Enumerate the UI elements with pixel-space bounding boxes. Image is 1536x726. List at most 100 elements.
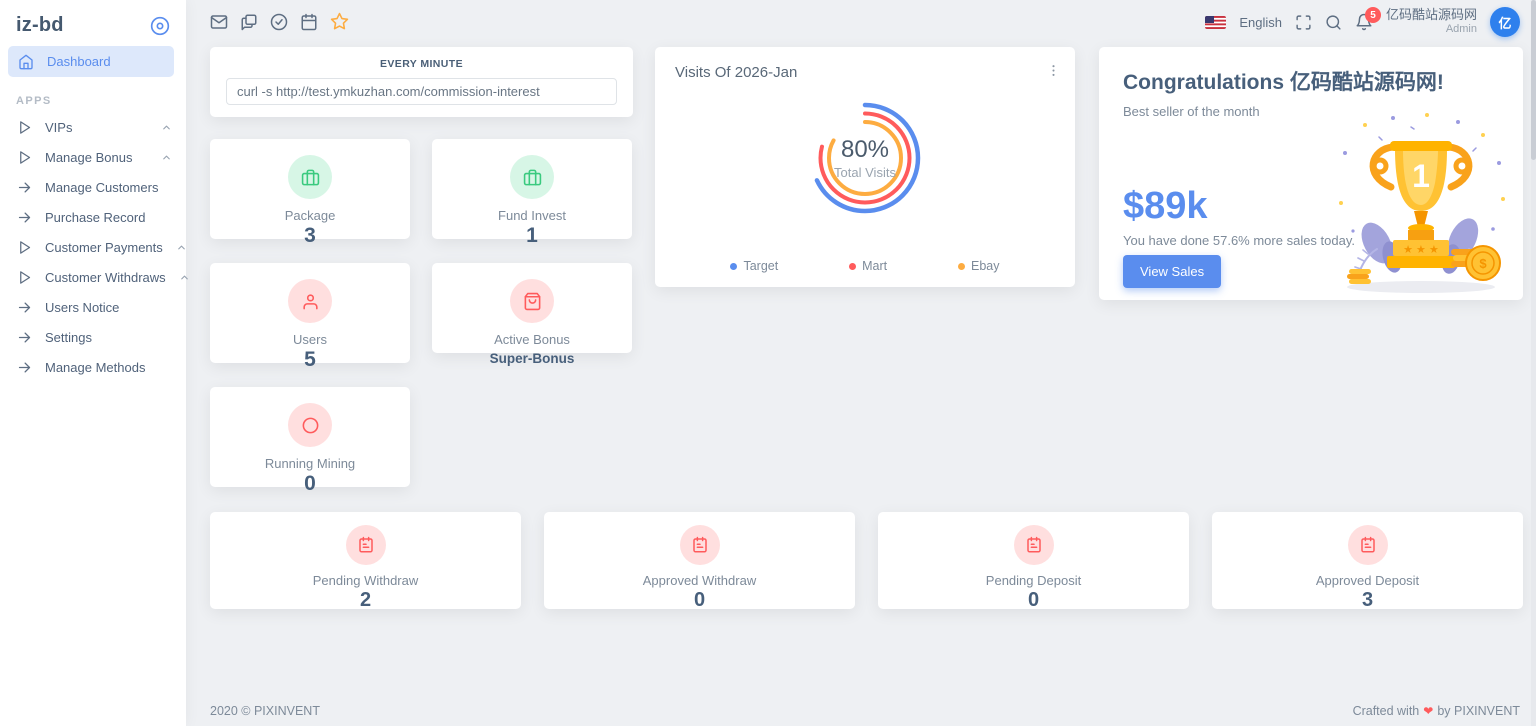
user-name: 亿码酷站源码网 [1385, 7, 1477, 22]
sidebar-item-label: Manage Bonus [45, 149, 133, 165]
topbar-actions: English 5 亿码酷站源码网 Admin 亿 [1205, 6, 1520, 38]
coins: $ [1347, 245, 1501, 284]
stat-value: 3 [304, 224, 316, 247]
play-icon [17, 150, 32, 165]
sidebar-item-dashboard[interactable]: Dashboard [8, 46, 174, 77]
sidebar-item-label: Manage Methods [45, 359, 146, 375]
play-icon [17, 270, 32, 285]
sidebar-item-settings[interactable]: Settings [0, 322, 186, 352]
radial-chart [809, 102, 921, 214]
sidebar-item-label: Customer Payments [45, 239, 163, 255]
bell-icon [1355, 13, 1373, 31]
stat-card-fund-invest: Fund Invest 1 [432, 139, 632, 247]
stat-label: Running Mining [264, 456, 356, 471]
topbar-shortcuts [210, 12, 349, 31]
calendar-icon[interactable] [300, 13, 318, 31]
stat-card-active-bonus: Active Bonus Super-Bonus [432, 263, 632, 366]
legend-label: Mart [862, 259, 888, 273]
sidebar-item-manage-customers[interactable]: Manage Customers [0, 172, 186, 202]
sales-amount: $89k [1123, 185, 1208, 227]
footer-credit: Crafted with ❤ by PIXINVENT [1353, 704, 1520, 718]
cron-command-input[interactable] [226, 78, 617, 105]
user-menu[interactable]: 亿码酷站源码网 Admin [1386, 7, 1477, 37]
svg-text:★ ★ ★: ★ ★ ★ [1403, 244, 1439, 256]
cron-card: EVERY MINUTE [210, 47, 633, 117]
sidebar-item-label: Settings [45, 329, 92, 345]
legend-label: Ebay [971, 259, 1000, 273]
notifications-bell[interactable]: 5 [1355, 7, 1381, 31]
kebab-menu-icon[interactable] [1046, 63, 1061, 78]
home-icon [18, 54, 34, 70]
radial-chart-wrap: 80% Total Visits [780, 73, 950, 243]
scrollbar-thumb[interactable] [1531, 0, 1536, 160]
stat-card-package: Package 3 [210, 139, 410, 247]
fullscreen-icon[interactable] [1295, 14, 1312, 31]
stat-label: Approved Deposit [1315, 573, 1420, 588]
footer-credit-suffix: by PIXINVENT [1437, 704, 1520, 718]
clipboard-icon [679, 525, 720, 565]
sidebar-item-manage-bonus[interactable]: Manage Bonus [0, 142, 186, 172]
legend-label: Target [743, 259, 779, 273]
sidebar-item-label: Users Notice [45, 299, 120, 315]
sidebar-item-customer-payments[interactable]: Customer Payments [0, 232, 186, 262]
shopping-bag-icon [510, 279, 554, 323]
sidebar-toggle-disc-icon[interactable] [150, 16, 170, 36]
sidebar-item-label: Purchase Record [45, 209, 146, 225]
stat-value: 0 [304, 472, 316, 495]
sidebar-item-purchase-record[interactable]: Purchase Record [0, 202, 186, 232]
chevron-up-icon [179, 272, 190, 283]
sidebar-menu: VIPs Manage Bonus Manage Customers Purch… [0, 112, 188, 382]
play-icon [17, 240, 32, 255]
scrollbar-track [1531, 0, 1536, 726]
language-selector[interactable]: English [1239, 14, 1282, 30]
stat-value: Super-Bonus [489, 351, 575, 366]
stat-value: 5 [304, 348, 316, 371]
sidebar-item-label: Customer Withdraws [45, 269, 166, 285]
stat-label: Package [284, 208, 336, 223]
legend-dot [849, 262, 857, 270]
visits-card-title: Visits Of 2026-Jan [675, 64, 798, 81]
heart-icon: ❤ [1423, 704, 1434, 718]
chat-icon[interactable] [240, 13, 258, 31]
search-icon[interactable] [1325, 14, 1342, 31]
legend-item-mart[interactable]: Mart [849, 259, 887, 273]
legend-item-ebay[interactable]: Ebay [958, 259, 1000, 273]
sidebar-item-users-notice[interactable]: Users Notice [0, 292, 186, 322]
check-circle-icon[interactable] [270, 13, 288, 31]
sales-note: You have done 57.6% more sales today. [1123, 233, 1355, 248]
stat-value: 0 [693, 589, 706, 611]
stat-label: Pending Withdraw [312, 573, 419, 588]
stat-label: Fund Invest [498, 208, 566, 223]
visits-card: Visits Of 2026-Jan 80% Total Visits Targ… [655, 47, 1075, 287]
sidebar-item-vips[interactable]: VIPs [0, 112, 186, 142]
stat-card-approved-deposit: Approved Deposit 3 [1212, 512, 1523, 611]
briefcase-icon [510, 155, 554, 199]
stat-card-users: Users 5 [210, 263, 410, 371]
congrats-subtitle: Best seller of the month [1123, 104, 1260, 119]
arrow-right-icon [17, 180, 32, 195]
sidebar-item-manage-methods[interactable]: Manage Methods [0, 352, 186, 382]
footer-credit-prefix: Crafted with [1352, 704, 1420, 718]
play-icon [17, 120, 32, 135]
view-sales-button[interactable]: View Sales [1123, 255, 1222, 288]
clipboard-icon [1013, 525, 1054, 565]
star-bookmark-icon[interactable] [330, 12, 349, 31]
congratulations-card: Congratulations 亿码酷站源码网! Best seller of … [1099, 47, 1523, 300]
chevron-up-icon [176, 242, 187, 253]
arrow-right-icon [17, 210, 32, 225]
legend-item-target[interactable]: Target [730, 259, 778, 273]
stat-card-approved-withdraw: Approved Withdraw 0 [544, 512, 855, 611]
sidebar-item-customer-withdraws[interactable]: Customer Withdraws [0, 262, 188, 292]
stat-value: 1 [526, 224, 538, 247]
footer-copyright: 2020 © PIXINVENT [210, 704, 320, 718]
brand-logo: iz-bd [16, 14, 64, 36]
stat-card-pending-withdraw: Pending Withdraw 2 [210, 512, 521, 611]
us-flag-icon[interactable] [1205, 15, 1227, 29]
notification-count-badge: 5 [1364, 7, 1381, 23]
avatar[interactable]: 亿 [1490, 7, 1520, 37]
stat-value: 3 [1361, 589, 1374, 611]
user-icon [288, 279, 332, 323]
coin-symbol: $ [1479, 256, 1487, 271]
trophy-illustration: 1 ★ ★ ★ $ [1339, 113, 1505, 293]
mail-icon[interactable] [210, 13, 228, 31]
